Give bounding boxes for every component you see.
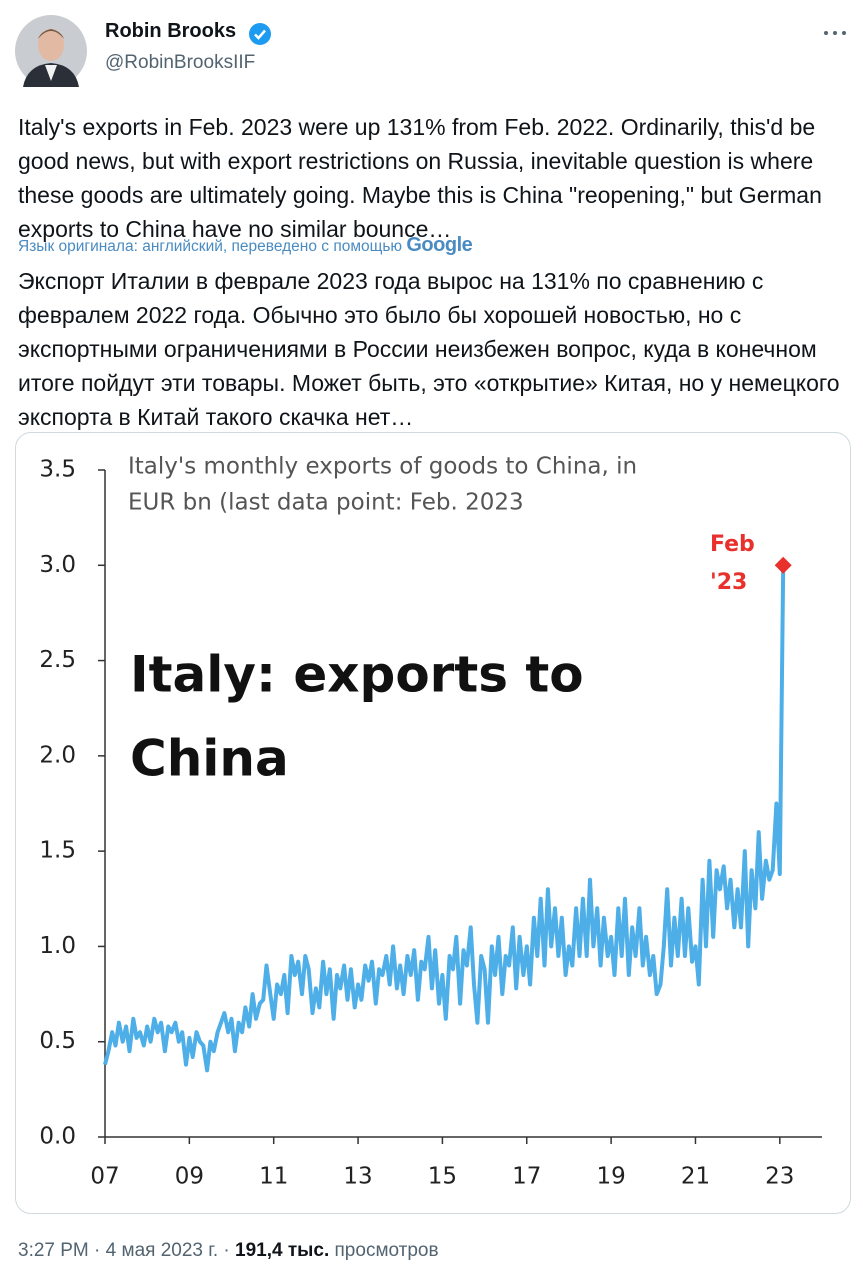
translation-note: Язык оригинала: английский, переведено с… [18,234,473,257]
y-tick-label: 2.0 [39,742,76,768]
y-tick-label: 3.0 [39,552,76,578]
views-label: просмотров [334,1240,439,1261]
author-handle[interactable]: @RobinBrooksIIF [105,52,256,73]
separator: · [94,1240,101,1261]
x-tick-label: 21 [681,1164,710,1190]
x-tick-label: 19 [596,1164,625,1190]
author-name[interactable]: Robin Brooks [105,20,237,42]
chart-title: Italy's monthly exports of goods to Chin… [128,454,637,480]
date: 4 мая 2023 г. [105,1240,219,1261]
time: 3:27 PM [18,1240,89,1261]
chart: 0.0 0.5 1.0 1.5 2.0 2.5 3.0 3.5 07 09 11 13 15 17 19 21… [39,454,822,1190]
chart-headline: Italy: exports to [130,646,584,704]
annotation: '23 [710,570,747,595]
media-card[interactable] [15,432,851,1214]
chart-headline: China [130,730,289,788]
x-tick-label: 15 [428,1164,457,1190]
last-point-marker [774,556,792,574]
y-tick-label: 2.5 [39,647,76,673]
y-tick-label: 0.5 [39,1028,76,1054]
x-tick-label: 09 [175,1164,204,1190]
separator: · [223,1240,230,1261]
chart-title: EUR bn (last data point: Feb. 2023 [128,490,524,516]
y-tick-label: 3.5 [39,457,76,483]
verified-badge [249,23,271,45]
google-logo: Google [406,234,473,256]
annotation: Feb [710,532,755,557]
tweet-footer: 3:27 PM · 4 мая 2023 г. · 191,4 тыс. про… [18,1240,439,1262]
tweet-text: Italy's exports in Feb. 2023 were up 131… [18,114,822,242]
translated-text: Экспорт Италии в феврале 2023 года вырос… [18,268,840,430]
x-tick-label: 07 [90,1164,119,1190]
more-menu[interactable] [822,28,848,38]
data-line [103,565,786,1073]
x-tick-label: 11 [259,1164,288,1190]
views-count: 191,4 тыс. [235,1240,330,1261]
avatar[interactable] [15,15,87,87]
x-tick-label: 23 [765,1164,794,1190]
y-tick-label: 1.0 [39,933,76,959]
translation-label: Язык оригинала: английский, переведено с… [18,238,403,255]
y-tick-label: 0.0 [39,1124,76,1150]
x-tick-label: 17 [512,1164,541,1190]
x-tick-label: 13 [343,1164,372,1190]
y-tick-label: 1.5 [39,838,76,864]
